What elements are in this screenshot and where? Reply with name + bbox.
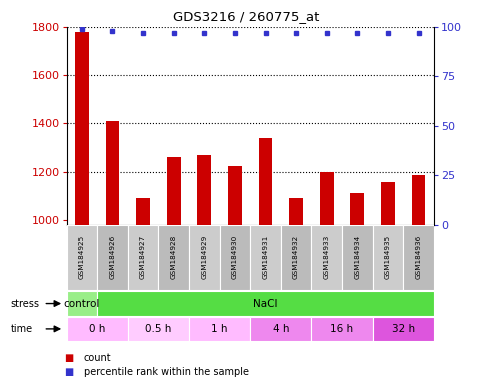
Text: GSM184928: GSM184928 xyxy=(171,235,176,280)
Text: GSM184925: GSM184925 xyxy=(79,235,85,280)
Text: GSM184935: GSM184935 xyxy=(385,235,391,280)
Bar xyxy=(189,317,250,341)
Bar xyxy=(373,317,434,341)
Text: 16 h: 16 h xyxy=(330,324,353,334)
Text: 32 h: 32 h xyxy=(391,324,415,334)
Bar xyxy=(167,157,180,225)
Bar xyxy=(403,225,434,290)
Text: time: time xyxy=(11,324,33,334)
Bar xyxy=(373,225,403,290)
Bar xyxy=(219,225,250,290)
Text: GSM184927: GSM184927 xyxy=(140,235,146,280)
Text: stress: stress xyxy=(11,298,40,309)
Text: NaCl: NaCl xyxy=(253,298,278,309)
Text: 0 h: 0 h xyxy=(89,324,106,334)
Bar xyxy=(250,317,312,341)
Bar xyxy=(228,166,242,225)
Bar xyxy=(67,291,97,316)
Bar xyxy=(97,225,128,290)
Bar xyxy=(197,155,211,225)
Text: 4 h: 4 h xyxy=(273,324,289,334)
Text: GSM184926: GSM184926 xyxy=(109,235,115,280)
Bar xyxy=(312,317,373,341)
Text: percentile rank within the sample: percentile rank within the sample xyxy=(84,367,249,377)
Bar xyxy=(128,225,158,290)
Text: control: control xyxy=(64,298,100,309)
Text: GSM184933: GSM184933 xyxy=(324,235,330,280)
Bar xyxy=(289,198,303,225)
Text: GSM184936: GSM184936 xyxy=(416,235,422,280)
Bar xyxy=(128,317,189,341)
Bar xyxy=(381,182,395,225)
Bar xyxy=(75,32,89,225)
Text: GSM184932: GSM184932 xyxy=(293,235,299,280)
Bar xyxy=(351,193,364,225)
Text: GSM184929: GSM184929 xyxy=(201,235,207,280)
Text: GSM184931: GSM184931 xyxy=(262,235,269,280)
Bar xyxy=(342,225,373,290)
Bar xyxy=(67,317,128,341)
Bar xyxy=(412,175,425,225)
Bar xyxy=(189,225,219,290)
Bar xyxy=(106,121,119,225)
Text: ■: ■ xyxy=(64,353,73,363)
Bar xyxy=(67,225,97,290)
Text: count: count xyxy=(84,353,111,363)
Bar xyxy=(158,225,189,290)
Bar xyxy=(312,225,342,290)
Bar xyxy=(320,172,334,225)
Bar xyxy=(281,225,312,290)
Bar xyxy=(250,225,281,290)
Bar xyxy=(136,198,150,225)
Text: GSM184934: GSM184934 xyxy=(354,235,360,280)
Bar xyxy=(259,138,273,225)
Text: ■: ■ xyxy=(64,367,73,377)
Text: 1 h: 1 h xyxy=(211,324,228,334)
Text: GDS3216 / 260775_at: GDS3216 / 260775_at xyxy=(174,10,319,23)
Text: GSM184930: GSM184930 xyxy=(232,235,238,280)
Text: 0.5 h: 0.5 h xyxy=(145,324,172,334)
